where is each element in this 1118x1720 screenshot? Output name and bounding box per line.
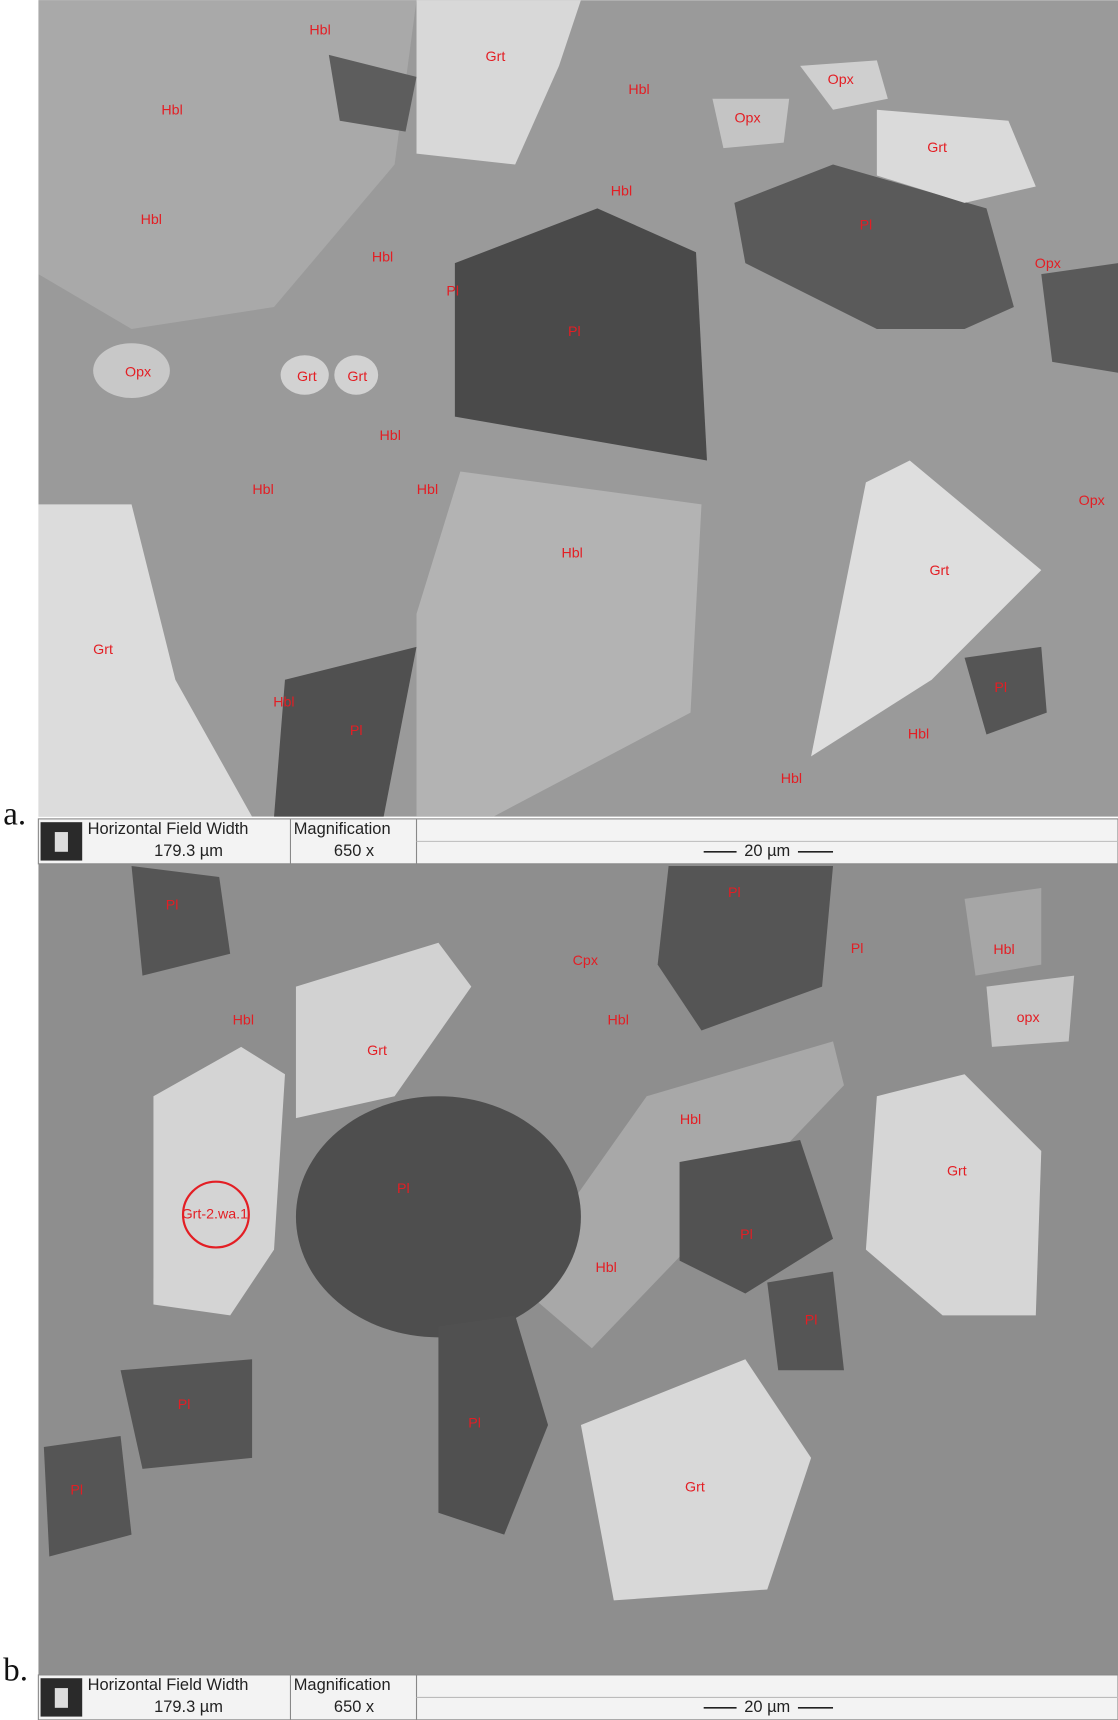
mineral-label: Hbl bbox=[417, 482, 438, 498]
mineral-label: Pl bbox=[728, 885, 741, 901]
mineral-label: Hbl bbox=[161, 103, 182, 119]
mineral-label: Opx bbox=[734, 110, 760, 126]
mineral-label: Pl bbox=[350, 723, 363, 739]
mineral-label: Hbl bbox=[628, 82, 649, 98]
mineral-label: Pl bbox=[860, 218, 873, 234]
mineral-label: Hbl bbox=[561, 545, 582, 561]
detector-icon-mark bbox=[55, 832, 68, 852]
mineral-label: Grt bbox=[929, 563, 949, 579]
mineral-label: Pl bbox=[805, 1313, 818, 1329]
mineral-label: opx bbox=[1017, 1010, 1040, 1026]
scale-label: 20 µm bbox=[744, 1698, 790, 1716]
mineral-label: Hbl bbox=[595, 1260, 616, 1276]
mineral-label: Pl bbox=[568, 324, 581, 340]
mineral-label: Grt bbox=[347, 369, 367, 385]
mineral-label: Pl bbox=[446, 283, 459, 299]
mineral-label: Hbl bbox=[993, 942, 1014, 958]
figure: Hbl Grt Hbl Opx Opx Hbl Grt Hbl Hbl Pl Opx Hbl Pl Pl O… bbox=[0, 0, 1118, 1720]
info-bar: Horizontal Field Width 179.3 µm Magnificat… bbox=[38, 819, 1118, 864]
mag-value: 650 x bbox=[334, 842, 375, 860]
mineral-label: Hbl bbox=[309, 23, 330, 39]
mineral-label: Opx bbox=[828, 72, 854, 88]
mineral-label: Grt bbox=[486, 49, 506, 65]
mineral-label: Pl bbox=[166, 897, 179, 913]
detector-icon-mark bbox=[55, 1688, 68, 1708]
mineral-label: Pl bbox=[851, 941, 864, 957]
mag-heading: Magnification bbox=[294, 820, 391, 838]
mineral-label: Hbl bbox=[608, 1012, 629, 1028]
mineral-label: Hbl bbox=[908, 726, 929, 742]
scale-label: 20 µm bbox=[744, 842, 790, 860]
mineral-label: Grt bbox=[927, 140, 947, 156]
mineral-label: Grt bbox=[367, 1043, 387, 1059]
mineral-label: Hbl bbox=[233, 1012, 254, 1028]
info-bar: Horizontal Field Width 179.3 µm Magnificat… bbox=[38, 1675, 1118, 1720]
mineral-label: Opx bbox=[1079, 493, 1105, 509]
mineral-label: Grt bbox=[947, 1164, 967, 1180]
micrograph-b bbox=[38, 861, 1118, 1675]
mag-heading: Magnification bbox=[294, 1676, 391, 1694]
hfw-heading: Horizontal Field Width bbox=[88, 1676, 249, 1694]
panel-label: a. bbox=[3, 796, 26, 832]
mineral-label: Grt bbox=[297, 369, 317, 385]
mineral-label: Hbl bbox=[273, 694, 294, 710]
mineral-label: Hbl bbox=[611, 184, 632, 200]
mineral-label: Grt bbox=[93, 642, 113, 658]
mineral-label: Hbl bbox=[372, 249, 393, 265]
mineral-label: Hbl bbox=[680, 1112, 701, 1128]
mineral-label: Hbl bbox=[380, 428, 401, 444]
mag-value: 650 x bbox=[334, 1698, 375, 1716]
mineral-label: Cpx bbox=[573, 953, 598, 969]
hfw-heading: Horizontal Field Width bbox=[88, 820, 249, 838]
mineral-label: Grt bbox=[685, 1479, 705, 1495]
mineral-label: Pl bbox=[397, 1181, 410, 1197]
hfw-value: 179.3 µm bbox=[154, 1698, 223, 1716]
mineral-label: Hbl bbox=[141, 212, 162, 228]
mineral-label: Pl bbox=[468, 1416, 481, 1432]
mineral-label: Pl bbox=[178, 1397, 191, 1413]
mineral-label: Hbl bbox=[252, 482, 273, 498]
panel-label: b. bbox=[3, 1652, 28, 1688]
mineral-label: Opx bbox=[1035, 256, 1061, 272]
mineral-label: Opx bbox=[125, 365, 151, 381]
mineral-label: Pl bbox=[740, 1227, 753, 1243]
mineral-label: Hbl bbox=[781, 771, 802, 787]
mineral-label: Pl bbox=[994, 680, 1007, 696]
mineral-label: Pl bbox=[70, 1483, 83, 1499]
mineral-label: Grt-2.wa.1 bbox=[182, 1206, 249, 1222]
hfw-value: 179.3 µm bbox=[154, 842, 223, 860]
micrograph-a bbox=[38, 0, 1118, 817]
